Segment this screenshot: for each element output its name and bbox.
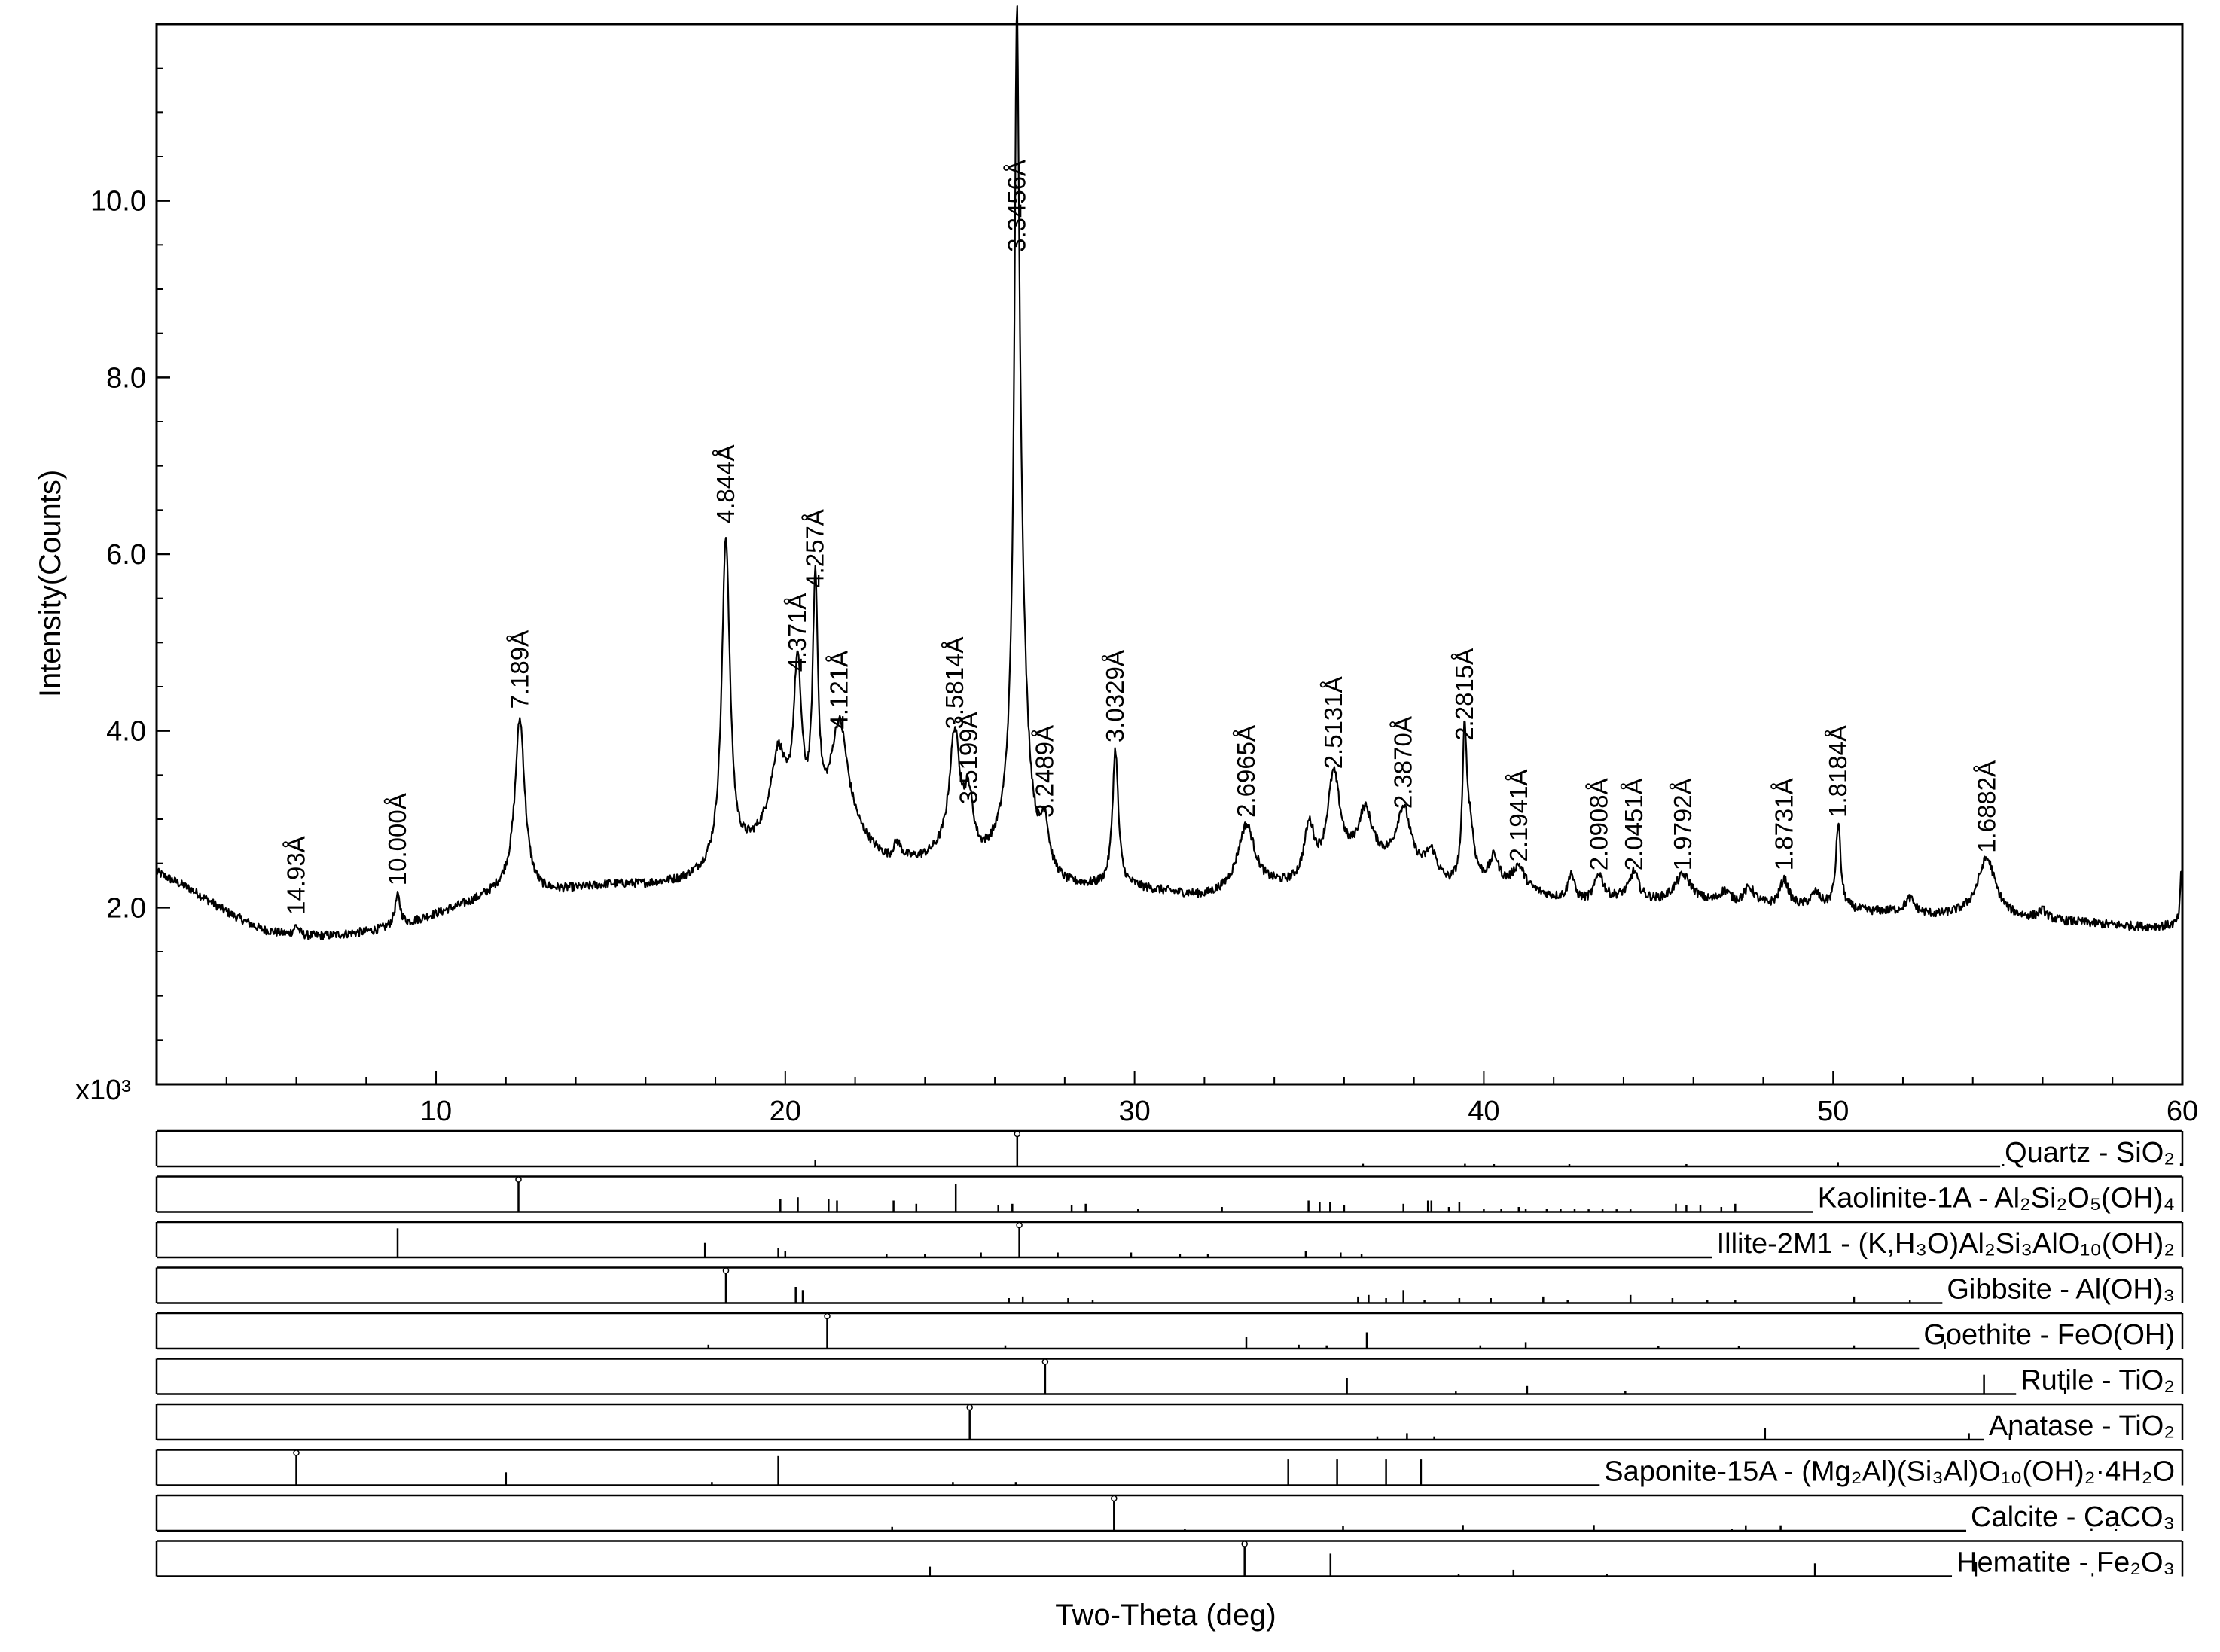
y-tick-label: 10.0: [90, 186, 146, 218]
reference-panel: Kaolinite-1A - Al₂Si₂O₅(OH)₄: [155, 1175, 2184, 1215]
x-tick-label: 40: [1468, 1096, 1499, 1127]
plot-frame: [155, 23, 2184, 1086]
peak-label: 3.5814Å: [941, 637, 968, 730]
peak-label: 3.0329Å: [1101, 650, 1129, 742]
peak-label: 1.6882Å: [1972, 760, 2000, 853]
plot-border: [155, 23, 2184, 1086]
reference-panel: Illite-2M1 - (K,H₃O)Al₂Si₃AlO₁₀(OH)₂: [155, 1221, 2184, 1260]
y-tick-label: 4.0: [106, 716, 146, 748]
peak-label: 2.0908Å: [1585, 778, 1613, 870]
reference-label: Quartz - SiO₂: [2005, 1137, 2175, 1169]
reference-label: Goethite - FeO(OH): [1923, 1319, 2175, 1351]
x-axis-title: Two-Theta (deg): [1055, 1599, 1276, 1632]
peak-label: 10.000Å: [383, 793, 411, 885]
reference-panel: Hematite - Fe₂O₃: [155, 1540, 2184, 1579]
peak-labels: 14.93Å 10.000Å 7.189Å 4.844Å 4.371Å 4.257Å 4.1…: [282, 160, 2001, 915]
peak-label: 1.8184Å: [1824, 725, 1852, 818]
peak-label: 4.121Å: [825, 651, 853, 730]
reference-label: Gibbsite - Al(OH)₃: [1947, 1274, 2175, 1306]
pattern-line: [155, 5, 2184, 941]
strongest-line-marker: [1014, 1130, 1021, 1138]
reference-label: Anatase - TiO₂: [1989, 1410, 2175, 1442]
y-multiplier-label: x10³: [75, 1074, 131, 1106]
strongest-line-marker: [824, 1312, 831, 1320]
y-tick-label: 6.0: [106, 539, 146, 571]
x-axis: 10 20 30 40 50 60: [156, 1071, 2198, 1127]
reference-label: Hematite - Fe₂O₃: [1956, 1547, 2175, 1579]
peak-label: 4.844Å: [712, 445, 739, 524]
reference-panel: Gibbsite - Al(OH)₃: [155, 1266, 2184, 1306]
strongest-line-marker: [966, 1404, 973, 1411]
reference-label: Calcite - CaCO₃: [1971, 1501, 2175, 1533]
y-tick-label: 8.0: [106, 362, 146, 394]
y-axis-title: Intensity(Counts): [34, 470, 67, 697]
peak-label: 7.189Å: [505, 630, 533, 709]
x-tick-label: 60: [2167, 1096, 2198, 1127]
reference-patterns: Quartz - SiO₂ Kaolinite-1A - Al₂Si₂O₅(OH)…: [155, 1129, 2184, 1579]
peak-label: 1.9792Å: [1669, 778, 1697, 870]
strongest-line-marker: [1016, 1221, 1023, 1229]
peak-label: 2.3870Å: [1389, 716, 1417, 809]
peak-label: 4.257Å: [801, 509, 829, 588]
reference-label: Saponite-15A - (Mg₂Al)(Si₃Al)O₁₀(OH)₂·4H…: [1604, 1456, 2175, 1488]
peak-label: 3.5199Å: [954, 712, 982, 804]
x-tick-label: 20: [770, 1096, 801, 1127]
diffraction-pattern: [155, 5, 2184, 941]
peak-label: 2.1941Å: [1505, 770, 1532, 862]
peak-label: 3.3456Å: [1002, 160, 1030, 252]
peak-label: 2.6965Å: [1232, 725, 1260, 818]
reference-label: Kaolinite-1A - Al₂Si₂O₅(OH)₄: [1818, 1183, 2175, 1215]
x-tick-label: 50: [1817, 1096, 1849, 1127]
reference-panel: Calcite - CaCO₃: [155, 1494, 2184, 1533]
strongest-line-marker: [515, 1176, 522, 1183]
reference-label: Illite-2M1 - (K,H₃O)Al₂Si₃AlO₁₀(OH)₂: [1717, 1228, 2175, 1260]
peak-label: 4.371Å: [783, 593, 811, 672]
peak-label: 14.93Å: [282, 836, 310, 915]
reference-panel: Anatase - TiO₂: [155, 1403, 2184, 1442]
y-tick-label: 2.0: [106, 892, 146, 924]
peak-label: 2.2815Å: [1450, 648, 1478, 741]
strongest-line-marker: [1041, 1358, 1049, 1365]
reference-panel: Rutile - TiO₂: [155, 1358, 2184, 1397]
reference-panel: Saponite-15A - (Mg₂Al)(Si₃Al)O₁₀(OH)₂·4H…: [155, 1449, 2184, 1488]
strongest-line-marker: [722, 1267, 730, 1274]
peak-label: 2.5131Å: [1319, 676, 1347, 769]
strongest-line-marker: [1111, 1495, 1118, 1502]
reference-panel: Goethite - FeO(OH): [155, 1312, 2184, 1351]
peak-label: 3.2489Å: [1030, 725, 1058, 818]
x-tick-label: 30: [1118, 1096, 1150, 1127]
strongest-line-marker: [293, 1449, 300, 1456]
y-axis: 2.0 4.0 6.0 8.0 10.0: [90, 67, 170, 1041]
peak-label: 1.8731Å: [1770, 778, 1798, 870]
peak-label: 2.0451Å: [1620, 778, 1648, 870]
strongest-line-marker: [1241, 1541, 1248, 1547]
x-tick-label: 10: [420, 1096, 452, 1127]
reference-panel: Quartz - SiO₂: [155, 1129, 2184, 1169]
reference-label: Rutile - TiO₂: [2020, 1365, 2175, 1397]
